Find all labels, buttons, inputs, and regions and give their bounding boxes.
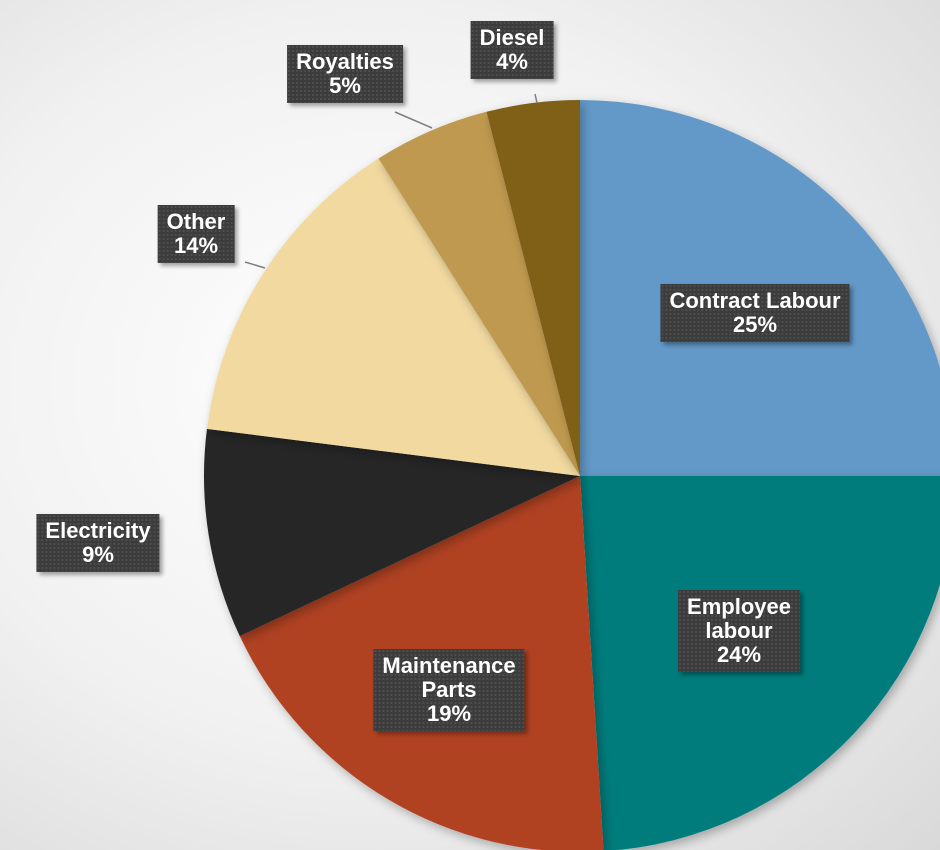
data-label-category: Parts <box>421 677 477 702</box>
data-label-percent: 25% <box>732 312 778 337</box>
data-label-employee-labour: Employee labour 24% <box>678 590 800 672</box>
data-label-percent: 5% <box>329 73 361 98</box>
data-label-category: Other <box>166 209 226 234</box>
leader-line-royalties <box>394 111 433 129</box>
data-label-percent: 9% <box>82 542 114 567</box>
pie-slice-diesel <box>486 100 580 476</box>
data-label-percent: 14% <box>173 233 219 258</box>
data-label-category: Maintenance <box>382 653 516 678</box>
leader-line-other <box>244 261 266 269</box>
data-label-maintenance-parts: Maintenance Parts 19% <box>373 649 525 731</box>
pie-slice-royalties <box>378 111 580 476</box>
data-label-category: Royalties <box>296 49 394 74</box>
pie-slice-electricity <box>203 428 581 637</box>
data-label-category: Contract Labour <box>669 288 841 313</box>
data-label-contract-labour: Contract Labour 25% <box>660 284 850 342</box>
data-label-category: labour <box>705 618 773 643</box>
data-label-royalties: Royalties 5% <box>287 45 403 103</box>
data-label-electricity: Electricity 9% <box>36 514 160 572</box>
leader-line-diesel <box>534 93 538 104</box>
data-label-other: Other 14% <box>157 205 235 263</box>
data-label-percent: 19% <box>426 701 472 726</box>
data-label-percent: 4% <box>496 49 528 74</box>
data-label-percent: 24% <box>716 642 762 667</box>
data-label-diesel: Diesel 4% <box>470 21 554 79</box>
data-label-category: Electricity <box>45 518 151 543</box>
data-label-category: Diesel <box>479 25 545 50</box>
data-label-category: Employee <box>687 594 791 619</box>
pie-slice-other <box>206 158 580 476</box>
